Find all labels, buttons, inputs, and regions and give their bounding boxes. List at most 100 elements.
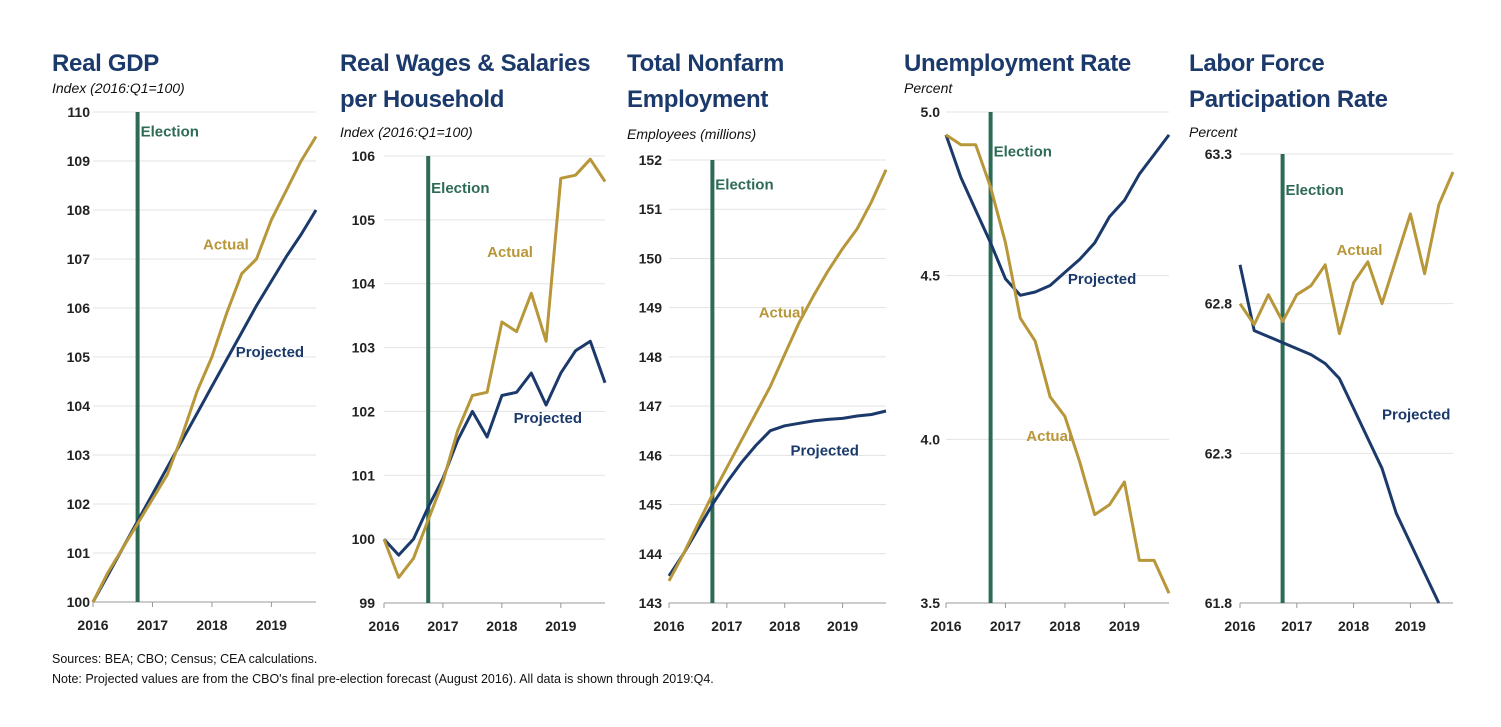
annotation-actual: Actual bbox=[203, 236, 249, 253]
y-tick-label: 103 bbox=[352, 340, 376, 356]
annotation-projected: Projected bbox=[236, 344, 304, 361]
series-actual-line bbox=[91, 135, 318, 603]
panel-labor-force-participation: Labor Force Participation Rate Percent 61.8… bbox=[1189, 50, 1455, 634]
annotation-election: Election bbox=[994, 143, 1052, 160]
y-tick-label: 104 bbox=[67, 398, 91, 414]
y-tick-label: 152 bbox=[639, 152, 663, 168]
annotation-projected: Projected bbox=[514, 410, 582, 427]
y-tick-label: 147 bbox=[639, 398, 663, 414]
x-tick-label: 2019 bbox=[1395, 618, 1426, 634]
y-tick-label: 145 bbox=[639, 497, 663, 513]
annotation-projected: Projected bbox=[791, 442, 859, 459]
y-tick-label: 143 bbox=[639, 595, 663, 611]
x-tick-label: 2018 bbox=[769, 618, 800, 634]
x-tick-label: 2016 bbox=[1224, 618, 1255, 634]
line-chart: 3.5 4.0 4.5 5.0 2016 2017 2018 2019 Election Actu… bbox=[921, 104, 1171, 634]
annotation-actual: Actual bbox=[1026, 428, 1072, 445]
y-tick-label: 102 bbox=[67, 496, 91, 512]
y-tick-label: 62.8 bbox=[1205, 296, 1232, 312]
y-tick-label: 104 bbox=[352, 276, 376, 292]
chart-title-line: Labor Force bbox=[1189, 50, 1325, 77]
x-tick-label: 2016 bbox=[368, 618, 399, 634]
annotation-actual: Actual bbox=[759, 305, 805, 322]
y-tick-label: 107 bbox=[67, 251, 91, 267]
x-tick-label: 2017 bbox=[137, 617, 168, 633]
x-tick-label: 2019 bbox=[256, 617, 287, 633]
x-tick-label: 2016 bbox=[653, 618, 684, 634]
y-axis-unit-label: Employees (millions) bbox=[627, 126, 757, 142]
footer-note: Note: Projected values are from the CBO'… bbox=[52, 672, 714, 686]
y-tick-label: 61.8 bbox=[1205, 595, 1232, 611]
y-axis-unit-label: Percent bbox=[904, 80, 953, 96]
y-tick-label: 4.0 bbox=[921, 431, 941, 447]
y-tick-label: 108 bbox=[67, 202, 91, 218]
annotation-projected: Projected bbox=[1382, 406, 1450, 423]
x-tick-label: 2016 bbox=[930, 618, 961, 634]
line-chart: 61.8 62.3 62.8 63.3 2016 2017 2018 2019 Election… bbox=[1205, 146, 1455, 634]
y-tick-label: 100 bbox=[352, 531, 376, 547]
chart-title-line: Real GDP bbox=[52, 50, 159, 77]
x-tick-label: 2018 bbox=[196, 617, 227, 633]
y-tick-label: 3.5 bbox=[921, 595, 941, 611]
y-axis-unit-label: Percent bbox=[1189, 124, 1238, 140]
y-tick-label: 63.3 bbox=[1205, 146, 1232, 162]
x-tick-label: 2017 bbox=[711, 618, 742, 634]
chart-title-line: Total Nonfarm bbox=[627, 50, 784, 77]
annotation-actual: Actual bbox=[1337, 242, 1383, 259]
annotation-election: Election bbox=[431, 180, 489, 197]
x-tick-label: 2018 bbox=[486, 618, 517, 634]
y-tick-label: 106 bbox=[67, 300, 91, 316]
x-tick-label: 2019 bbox=[545, 618, 576, 634]
y-tick-label: 148 bbox=[639, 349, 663, 365]
y-tick-label: 4.5 bbox=[921, 268, 941, 284]
y-tick-label: 144 bbox=[639, 546, 663, 562]
panel-nonfarm-employment: Total Nonfarm Employment Employees (millio… bbox=[627, 50, 888, 634]
footer-sources: Sources: BEA; CBO; Census; CEA calculati… bbox=[52, 652, 318, 666]
series-actual-line bbox=[667, 169, 888, 582]
panel-real-wages: Real Wages & Salaries per Household Index … bbox=[0, 0, 620, 640]
series-projected-line bbox=[382, 339, 607, 557]
y-tick-label: 106 bbox=[352, 148, 376, 164]
series-projected-line bbox=[944, 133, 1171, 297]
y-tick-label: 109 bbox=[67, 153, 91, 169]
panel-unemployment-rate: Unemployment Rate Percent 3.5 4.0 4.5 5.0 2016… bbox=[904, 50, 1171, 634]
y-tick-label: 5.0 bbox=[921, 104, 941, 120]
chart-title-line: Employment bbox=[627, 86, 769, 113]
y-tick-label: 100 bbox=[67, 594, 91, 610]
series-actual-line bbox=[1238, 171, 1455, 336]
y-axis-unit-label: Index (2016:Q1=100) bbox=[52, 80, 185, 96]
y-axis-unit-label: Index (2016:Q1=100) bbox=[340, 124, 473, 140]
panel-real-gdp: Real GDP Index (2016:Q1=100) 100 101 102 103 1… bbox=[0, 0, 330, 640]
chart-title-line: Unemployment Rate bbox=[904, 50, 1131, 77]
chart-title-line: Real Wages & Salaries bbox=[340, 50, 591, 77]
y-tick-label: 101 bbox=[67, 545, 91, 561]
x-tick-label: 2016 bbox=[77, 617, 108, 633]
series-actual-line bbox=[945, 133, 1171, 594]
x-tick-label: 2018 bbox=[1338, 618, 1369, 634]
y-tick-label: 62.3 bbox=[1205, 445, 1232, 461]
x-tick-label: 2019 bbox=[1109, 618, 1140, 634]
chart-title-line: per Household bbox=[340, 86, 505, 113]
series-projected-line bbox=[667, 409, 887, 577]
y-tick-label: 105 bbox=[67, 349, 91, 365]
x-tick-label: 2019 bbox=[827, 618, 858, 634]
y-tick-label: 150 bbox=[639, 250, 663, 266]
y-tick-label: 151 bbox=[639, 201, 663, 217]
annotation-actual: Actual bbox=[487, 244, 533, 261]
y-tick-label: 105 bbox=[352, 212, 376, 228]
annotation-election: Election bbox=[715, 177, 773, 194]
y-tick-label: 101 bbox=[352, 467, 376, 483]
line-chart: 99 100 101 102 103 104 105 106 2016 2017 2018 2019 E… bbox=[352, 148, 607, 634]
x-tick-label: 2018 bbox=[1049, 618, 1080, 634]
y-tick-label: 149 bbox=[639, 300, 663, 316]
annotation-projected: Projected bbox=[1068, 271, 1136, 288]
annotation-election: Election bbox=[1285, 182, 1343, 199]
y-tick-label: 103 bbox=[67, 447, 91, 463]
x-tick-label: 2017 bbox=[1281, 618, 1312, 634]
annotation-election: Election bbox=[141, 124, 199, 141]
chart-title-line: Participation Rate bbox=[1189, 86, 1388, 113]
x-tick-label: 2017 bbox=[990, 618, 1021, 634]
y-tick-label: 110 bbox=[67, 104, 90, 120]
series-actual-line bbox=[382, 157, 607, 579]
line-chart: 143 144 145 146 147 148 149 150 151 152 2016 2017 20… bbox=[639, 152, 888, 634]
